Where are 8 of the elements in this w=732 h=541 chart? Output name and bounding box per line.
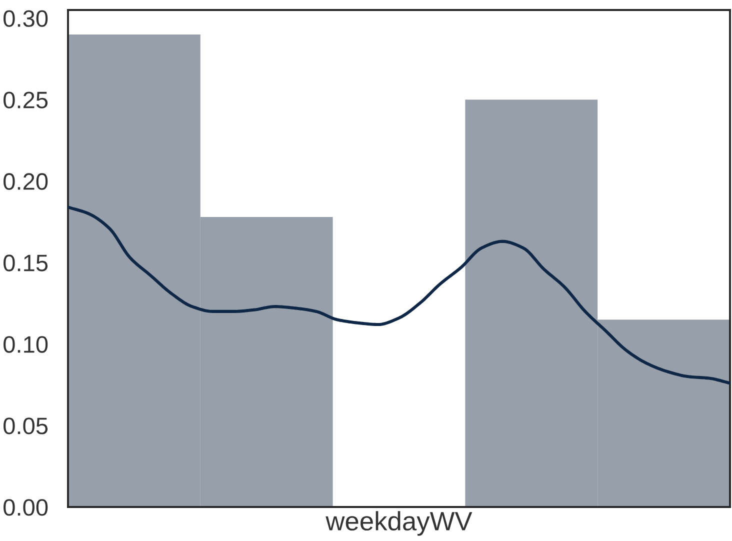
y-tick-label: 0.15 bbox=[4, 254, 48, 272]
y-tick-label: 0.20 bbox=[4, 173, 48, 190]
y-tick-label: 0.30 bbox=[4, 10, 48, 27]
y-tick-label: 0.10 bbox=[4, 336, 48, 353]
y-tick-label: 0.25 bbox=[4, 92, 48, 108]
y-tick-label: 0.05 bbox=[4, 418, 48, 434]
x-axis-title: weekdayWV bbox=[326, 511, 472, 536]
y-tick-label: 0.00 bbox=[4, 499, 48, 516]
